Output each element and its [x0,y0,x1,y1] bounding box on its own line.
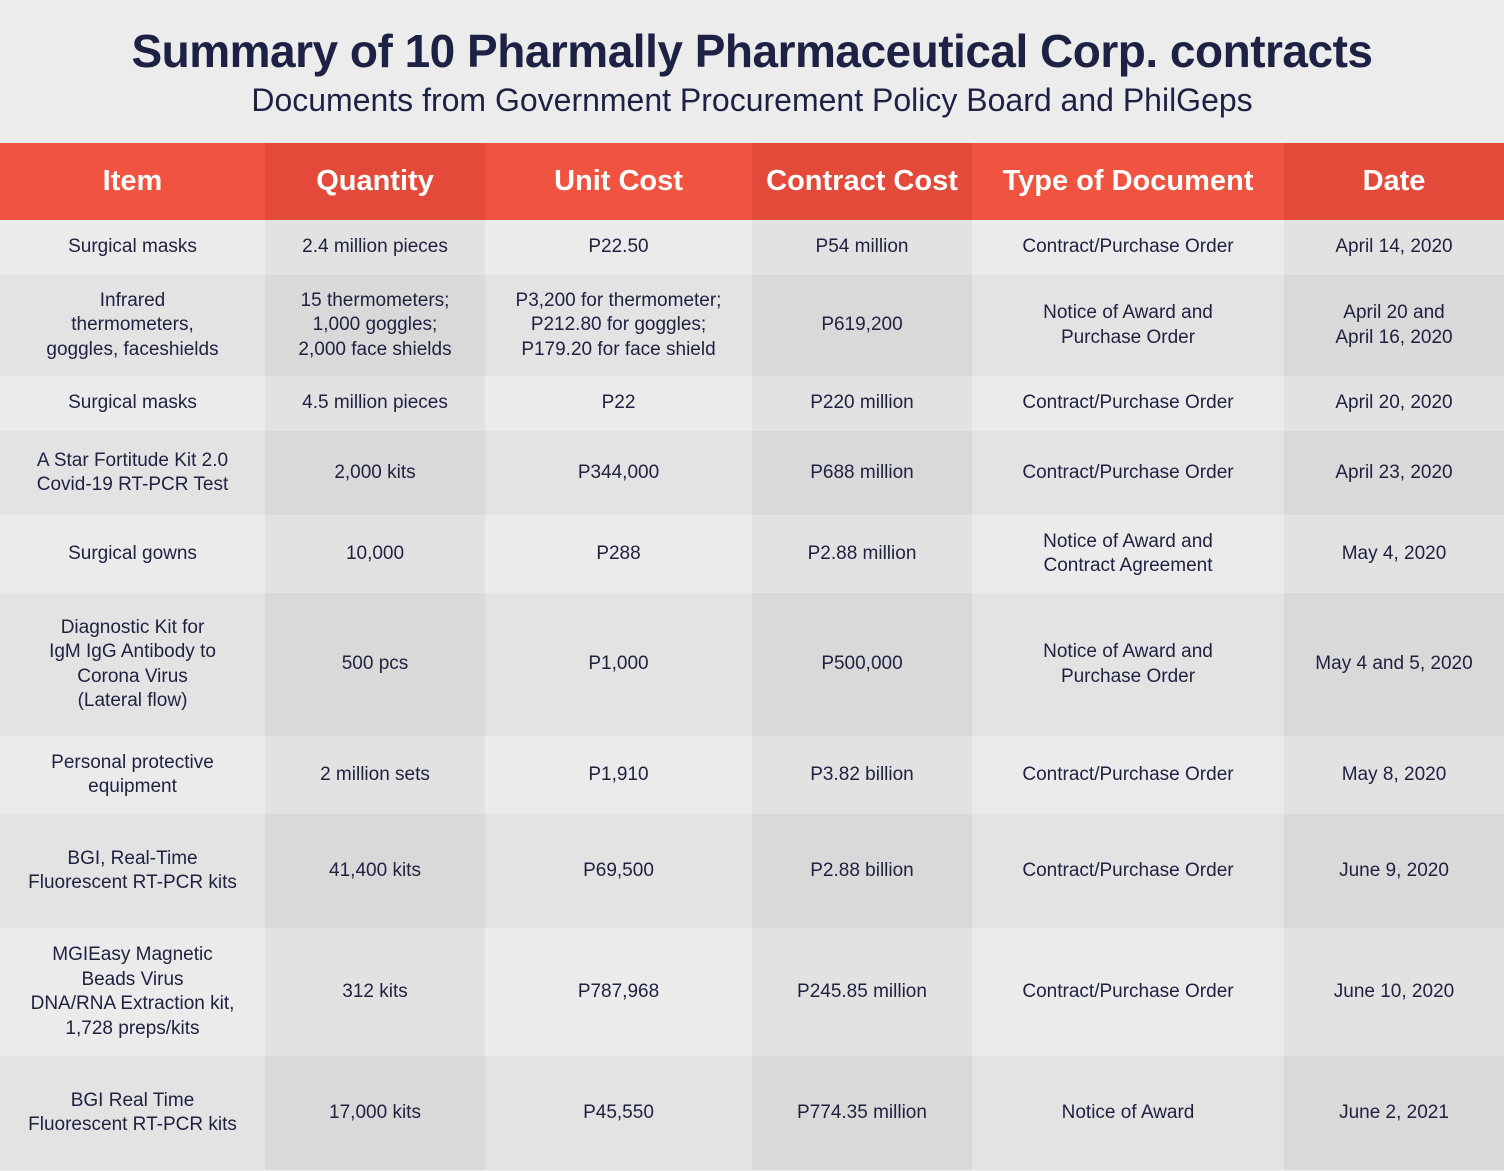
cell-unit-cost: P787,968 [485,928,752,1056]
table-row: Diagnostic Kit for IgM IgG Antibody to C… [0,593,1504,736]
cell-date: June 2, 2021 [1284,1056,1504,1170]
cell-date: April 14, 2020 [1284,220,1504,275]
cell-unit-cost: P344,000 [485,431,752,515]
cell-contract-cost: P3.82 billion [752,736,972,814]
column-header-item: Item [0,143,265,220]
table-row: MGIEasy Magnetic Beads Virus DNA/RNA Ext… [0,928,1504,1056]
cell-document-type: Contract/Purchase Order [972,928,1284,1056]
cell-date: April 20 and April 16, 2020 [1284,275,1504,376]
column-header-contract-cost: Contract Cost [752,143,972,220]
cell-quantity: 17,000 kits [265,1056,485,1170]
cell-quantity: 500 pcs [265,593,485,736]
cell-item: A Star Fortitude Kit 2.0 Covid-19 RT-PCR… [0,431,265,515]
cell-unit-cost: P1,910 [485,736,752,814]
cell-item: BGI, Real-Time Fluorescent RT-PCR kits [0,814,265,928]
cell-contract-cost: P688 million [752,431,972,515]
cell-unit-cost: P45,550 [485,1056,752,1170]
cell-item: Surgical gowns [0,515,265,593]
cell-document-type: Notice of Award [972,1056,1284,1170]
cell-quantity: 2,000 kits [265,431,485,515]
contracts-table: Item Quantity Unit Cost Contract Cost Ty… [0,143,1504,1170]
cell-item: BGI Real Time Fluorescent RT-PCR kits [0,1056,265,1170]
cell-date: May 8, 2020 [1284,736,1504,814]
cell-unit-cost: P69,500 [485,814,752,928]
cell-item: Diagnostic Kit for IgM IgG Antibody to C… [0,593,265,736]
cell-unit-cost: P22.50 [485,220,752,275]
cell-document-type: Notice of Award and Contract Agreement [972,515,1284,593]
cell-document-type: Contract/Purchase Order [972,814,1284,928]
cell-unit-cost: P3,200 for thermometer; P212.80 for gogg… [485,275,752,376]
cell-date: June 10, 2020 [1284,928,1504,1056]
cell-document-type: Contract/Purchase Order [972,431,1284,515]
cell-unit-cost: P1,000 [485,593,752,736]
cell-item: Surgical masks [0,376,265,431]
column-header-quantity: Quantity [265,143,485,220]
cell-document-type: Contract/Purchase Order [972,736,1284,814]
column-header-unit-cost: Unit Cost [485,143,752,220]
table-row: Surgical masks 2.4 million pieces P22.50… [0,220,1504,275]
table-row: BGI Real Time Fluorescent RT-PCR kits 17… [0,1056,1504,1170]
table-row: Personal protective equipment 2 million … [0,736,1504,814]
cell-contract-cost: P2.88 billion [752,814,972,928]
table-row: BGI, Real-Time Fluorescent RT-PCR kits 4… [0,814,1504,928]
cell-quantity: 312 kits [265,928,485,1056]
cell-contract-cost: P220 million [752,376,972,431]
cell-date: April 23, 2020 [1284,431,1504,515]
page-subtitle: Documents from Government Procurement Po… [251,82,1253,118]
cell-item: Surgical masks [0,220,265,275]
cell-date: April 20, 2020 [1284,376,1504,431]
page-title: Summary of 10 Pharmally Pharmaceutical C… [131,25,1373,77]
table-row: A Star Fortitude Kit 2.0 Covid-19 RT-PCR… [0,431,1504,515]
cell-quantity: 10,000 [265,515,485,593]
header: Summary of 10 Pharmally Pharmaceutical C… [0,0,1504,143]
cell-contract-cost: P774.35 million [752,1056,972,1170]
cell-document-type: Notice of Award and Purchase Order [972,593,1284,736]
cell-quantity: 2 million sets [265,736,485,814]
cell-unit-cost: P22 [485,376,752,431]
column-header-type-of-document: Type of Document [972,143,1284,220]
column-header-date: Date [1284,143,1504,220]
cell-date: May 4, 2020 [1284,515,1504,593]
cell-contract-cost: P500,000 [752,593,972,736]
cell-quantity: 15 thermometers; 1,000 goggles; 2,000 fa… [265,275,485,376]
cell-quantity: 41,400 kits [265,814,485,928]
cell-contract-cost: P2.88 million [752,515,972,593]
cell-item: MGIEasy Magnetic Beads Virus DNA/RNA Ext… [0,928,265,1056]
cell-quantity: 4.5 million pieces [265,376,485,431]
cell-unit-cost: P288 [485,515,752,593]
cell-contract-cost: P54 million [752,220,972,275]
cell-date: June 9, 2020 [1284,814,1504,928]
cell-document-type: Notice of Award and Purchase Order [972,275,1284,376]
cell-item: Personal protective equipment [0,736,265,814]
cell-contract-cost: P619,200 [752,275,972,376]
table-row: Infrared thermometers, goggles, faceshie… [0,275,1504,376]
cell-quantity: 2.4 million pieces [265,220,485,275]
cell-document-type: Contract/Purchase Order [972,376,1284,431]
cell-item: Infrared thermometers, goggles, faceshie… [0,275,265,376]
table-row: Surgical gowns 10,000 P288 P2.88 million… [0,515,1504,593]
table-header-row: Item Quantity Unit Cost Contract Cost Ty… [0,143,1504,220]
cell-document-type: Contract/Purchase Order [972,220,1284,275]
table-row: Surgical masks 4.5 million pieces P22 P2… [0,376,1504,431]
cell-date: May 4 and 5, 2020 [1284,593,1504,736]
cell-contract-cost: P245.85 million [752,928,972,1056]
